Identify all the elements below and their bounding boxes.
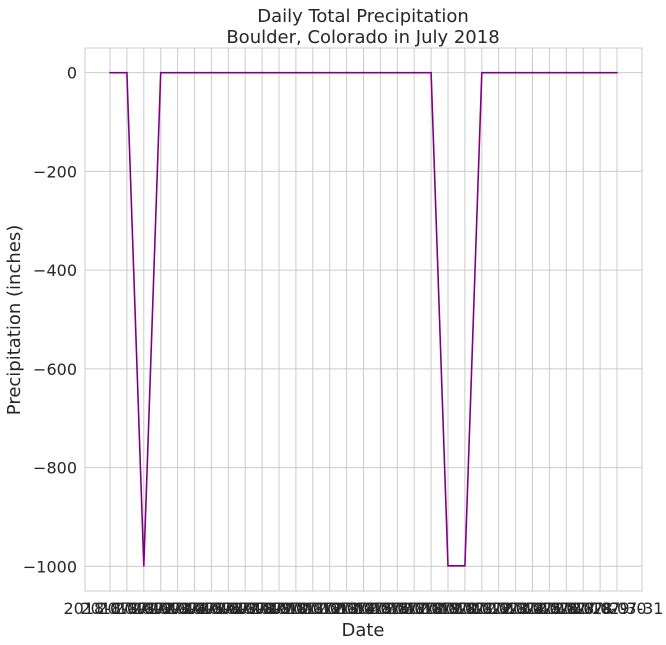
data-point (396, 71, 399, 74)
x-tick-label: 2018-07-21 (402, 599, 495, 618)
data-point (582, 71, 584, 74)
y-tick-label: −400 (33, 261, 77, 280)
x-tick-label: 2018-07-20 (385, 599, 478, 618)
y-tick-label: −1000 (23, 557, 77, 576)
data-point (565, 71, 568, 74)
x-tick-label: 2018-07-16 (317, 599, 410, 618)
x-tick-label: 2018-07-17 (334, 599, 427, 618)
x-tick-label: 2018-07-27 (503, 599, 596, 618)
x-tick-label: 2018-07-15 (300, 599, 393, 618)
data-point (379, 71, 382, 74)
data-point (616, 71, 618, 74)
data-point (345, 71, 348, 74)
y-tick-labels: 0 −200 −400 −600 −800 −1000 (23, 64, 77, 577)
data-point (193, 71, 196, 74)
x-tick-label: 2018-07-04 (114, 599, 207, 618)
x-tick-label: 2018-07-26 (486, 599, 579, 618)
data-point (430, 71, 432, 74)
y-tick-label: −600 (33, 360, 77, 379)
x-tick-label: 2018-07-06 (148, 599, 241, 618)
x-tick-label: 2018-07-24 (452, 599, 545, 618)
data-point (244, 71, 246, 74)
data-point (143, 565, 145, 567)
data-point (447, 565, 449, 567)
x-tick-label: 2018-07-18 (351, 599, 444, 618)
data-point (464, 565, 466, 567)
series-layer (109, 71, 618, 567)
data-point (514, 71, 517, 74)
data-point (295, 71, 297, 74)
x-axis-label: Date (341, 620, 384, 641)
y-tick-label: −800 (33, 459, 77, 478)
y-axis-label: Precipitation (inches) (4, 225, 25, 415)
x-tick-label: 2018-07-23 (435, 599, 528, 618)
x-tick-label: 2018-07-05 (131, 599, 224, 618)
y-tick-label: −200 (33, 162, 77, 181)
x-tick-label: 2018-07-10 (216, 599, 309, 618)
data-point (531, 71, 534, 74)
x-tick-label: 2018-07-30 (554, 599, 647, 618)
x-tick-label: 2018-07-02 (80, 599, 173, 618)
data-point (497, 71, 500, 74)
data-point (481, 71, 483, 74)
chart-subtitle: Boulder, Colorado in July 2018 (226, 27, 499, 48)
x-tick-label: 2018-07-28 (520, 599, 613, 618)
x-tick-label: 2018-07-25 (469, 599, 562, 618)
x-tick-label: 2018-07-22 (418, 599, 511, 618)
grid (85, 48, 642, 591)
data-point (227, 71, 230, 74)
data-point (278, 71, 280, 74)
y-tick-label: 0 (67, 64, 77, 83)
data-point (328, 71, 331, 74)
data-point (176, 71, 179, 74)
x-tick-label: 2018-07-03 (97, 599, 190, 618)
x-tick-label: 2018-07-12 (249, 599, 342, 618)
x-tick-label: 2018-07-29 (537, 599, 630, 618)
data-point (126, 71, 128, 74)
plot-frame (84, 47, 643, 592)
data-point (312, 71, 314, 74)
data-point (159, 71, 162, 74)
x-tick-label: 2018-07-14 (283, 599, 376, 618)
x-tick-label: 2018-07-11 (233, 599, 326, 618)
x-tick-label: 2018-07-31 (571, 599, 664, 618)
data-point (599, 71, 601, 74)
x-tick-label: 2018-07-01 (64, 599, 157, 618)
data-point (210, 71, 213, 74)
x-tick-label: 2018-07-13 (266, 599, 359, 618)
chart-title: Daily Total Precipitation (257, 6, 469, 27)
data-point (362, 71, 365, 74)
data-point (413, 71, 416, 74)
data-point (109, 71, 111, 74)
data-point (548, 71, 551, 74)
x-tick-labels: 2018-07-012018-07-022018-07-032018-07-04… (64, 599, 664, 618)
x-tick-label: 2018-07-09 (199, 599, 292, 618)
x-tick-label: 2018-07-19 (368, 599, 461, 618)
x-tick-label: 2018-07-08 (182, 599, 275, 618)
x-tick-label: 2018-07-07 (165, 599, 258, 618)
data-point (261, 71, 263, 74)
